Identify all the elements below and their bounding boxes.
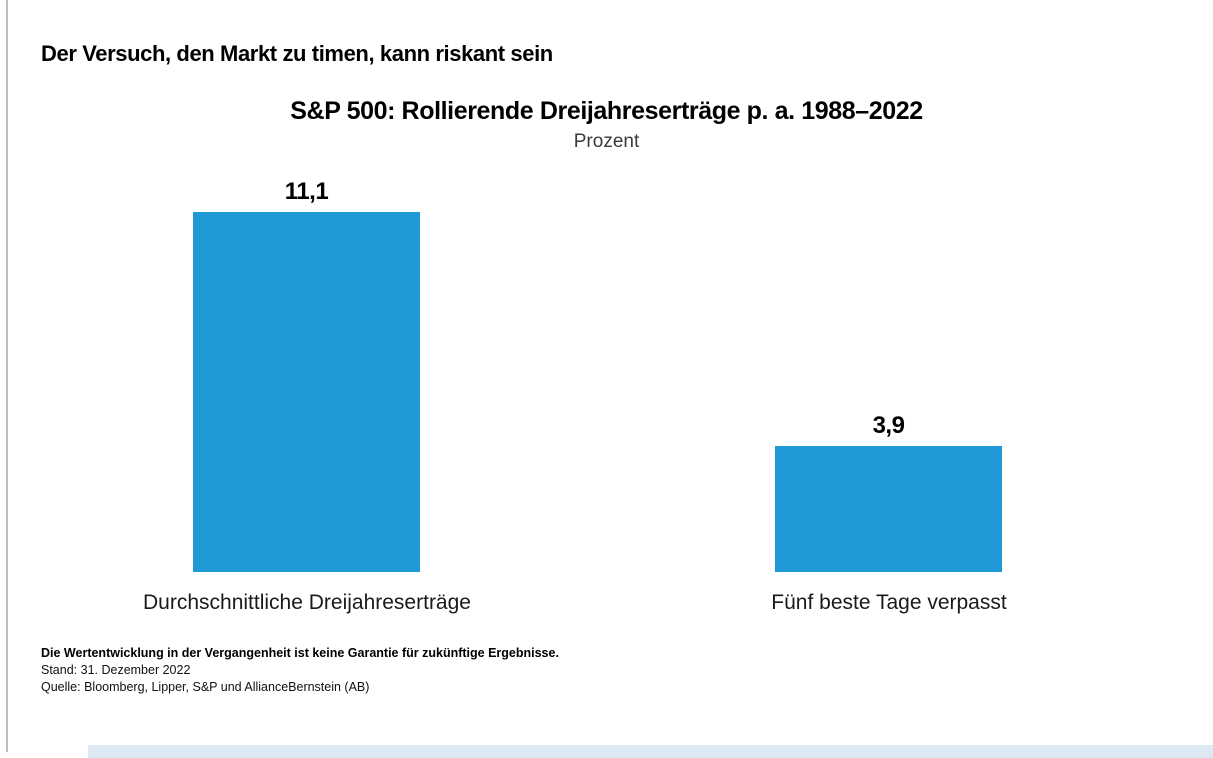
- footnote-as-of-date: Stand: 31. Dezember 2022: [41, 663, 191, 677]
- bar-average-returns: [193, 212, 420, 572]
- bar-value-label: 11,1: [284, 178, 329, 205]
- chart-subtitle: Prozent: [573, 131, 640, 152]
- footnote-source: Quelle: Bloomberg, Lipper, S&P und Allia…: [41, 680, 370, 694]
- slide-title: Der Versuch, den Markt zu timen, kann ri…: [41, 41, 553, 66]
- bar-missed-best-days: [775, 446, 1002, 572]
- footnotes: Die Wertentwicklung in der Vergangenheit…: [41, 645, 559, 696]
- category-label-missed-best-days: Fünf beste Tage verpasst: [771, 591, 1007, 614]
- chart-title: S&P 500: Rollierende Dreijahreserträge p…: [290, 97, 923, 125]
- bar-group-missed-best-days: 3,9: [775, 412, 1002, 572]
- bottom-accent-band: [88, 745, 1213, 758]
- bar-group-average-returns: 11,1: [193, 178, 420, 572]
- left-rule: [6, 0, 8, 752]
- bar-value-label: 3,9: [872, 412, 905, 439]
- category-label-average-returns: Durchschnittliche Dreijahreserträge: [143, 591, 471, 614]
- footnote-disclaimer: Die Wertentwicklung in der Vergangenheit…: [41, 646, 559, 660]
